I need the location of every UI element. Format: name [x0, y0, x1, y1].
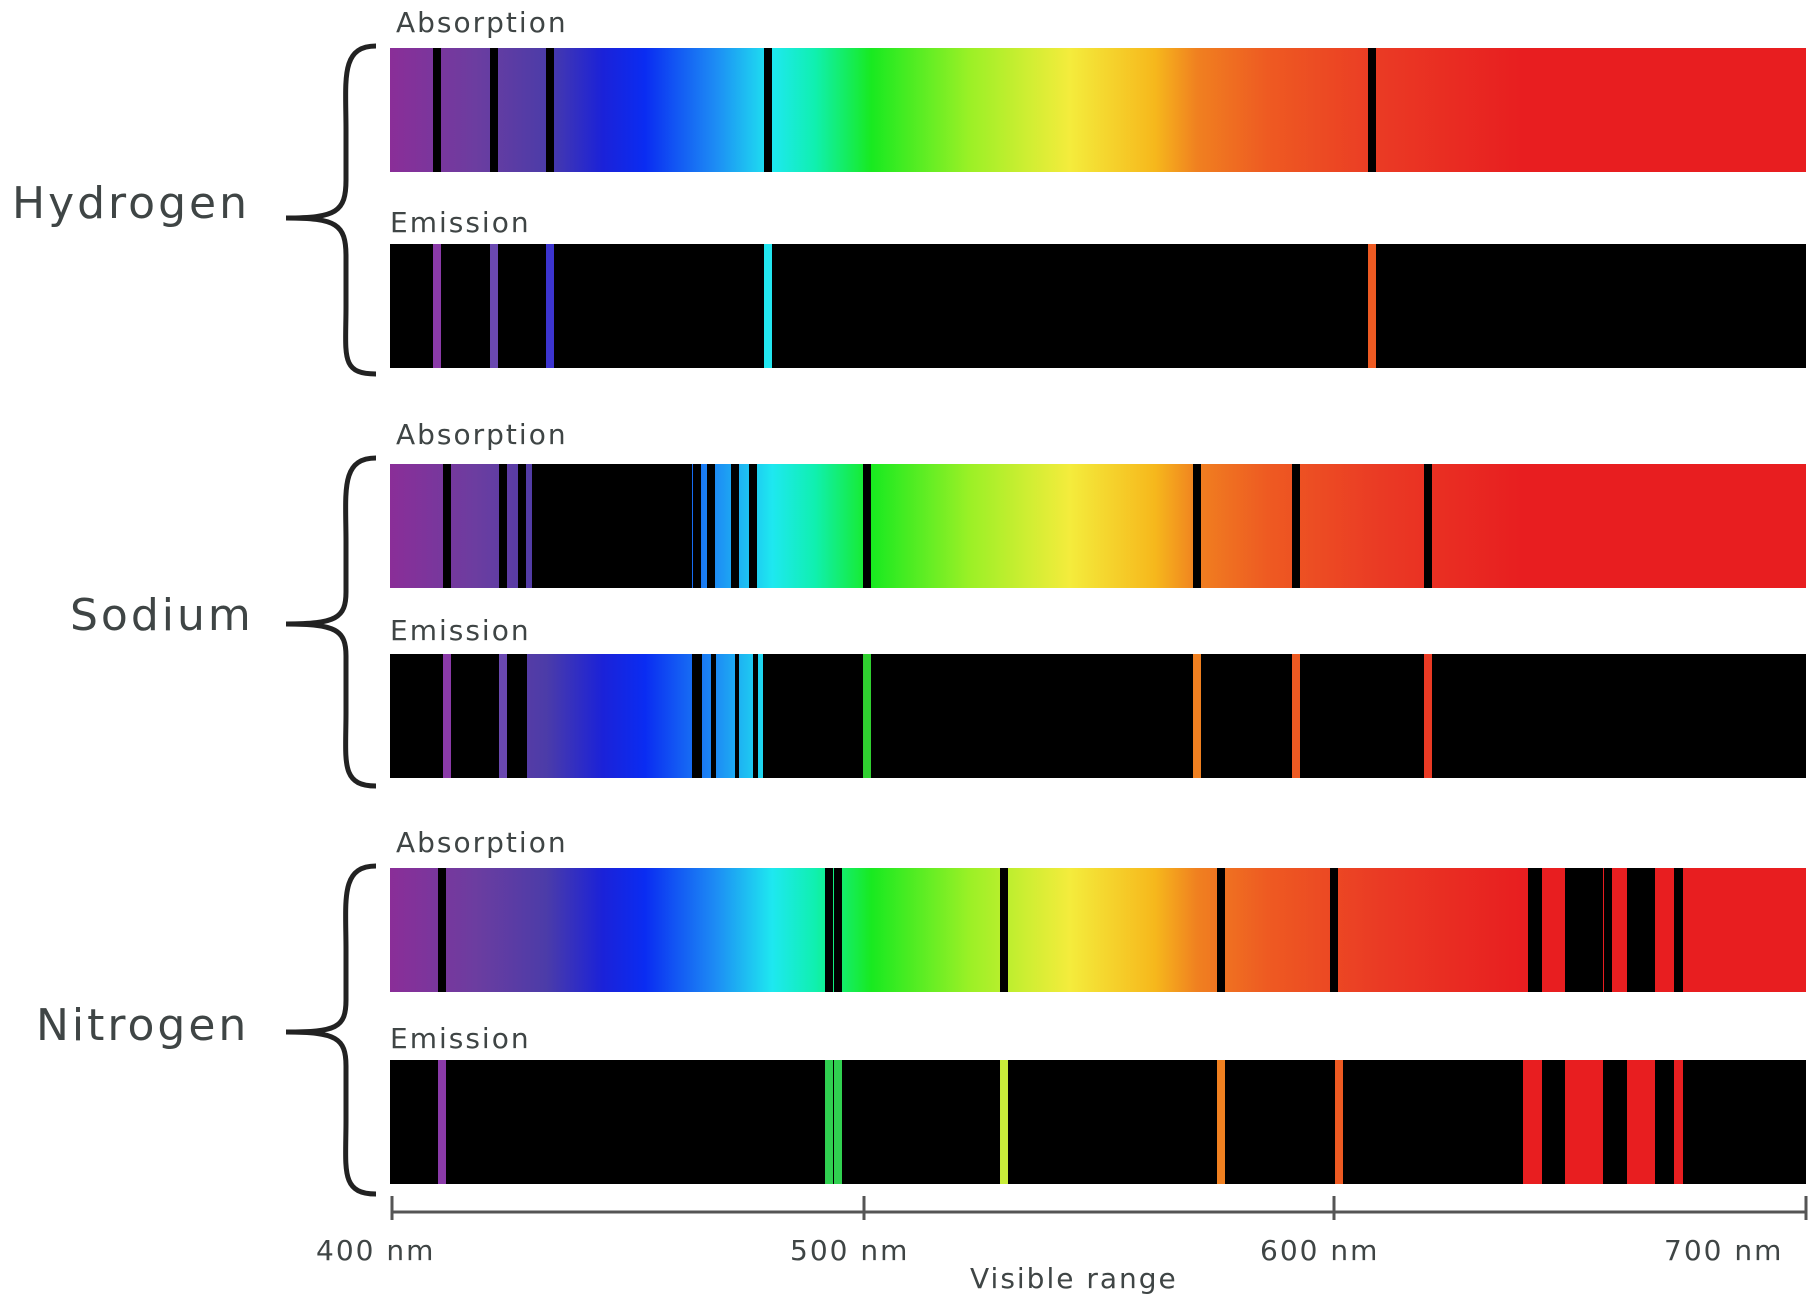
- emission-line-sodium: [442, 654, 451, 778]
- absorption-line-hydrogen: [489, 48, 498, 172]
- absorption-line-nitrogen: [1528, 868, 1537, 992]
- emission-line-hydrogen: [433, 244, 442, 368]
- tick-label-700: 700 nm: [1664, 1234, 1784, 1267]
- emission-line-nitrogen: [824, 1060, 833, 1184]
- absorption-line-sodium: [518, 464, 527, 588]
- tick-label-400: 400 nm: [316, 1234, 436, 1267]
- absorption-line-hydrogen: [546, 48, 555, 172]
- absorption-label-nitrogen: Absorption: [396, 826, 568, 859]
- absorption-line-nitrogen: [437, 868, 446, 992]
- absorption-label-sodium: Absorption: [396, 418, 568, 451]
- emission-label-sodium: Emission: [390, 614, 531, 647]
- emission-line-nitrogen: [999, 1060, 1008, 1184]
- absorption-label-hydrogen: Absorption: [396, 6, 568, 39]
- absorption-line-nitrogen: [834, 868, 843, 992]
- emission-bright-range-nitrogen: [1626, 1060, 1655, 1184]
- absorption-line-sodium: [442, 464, 451, 588]
- emission-line-sodium: [499, 654, 508, 778]
- absorption-dark-range-sodium: [531, 464, 693, 588]
- absorption-line-sodium: [730, 464, 739, 588]
- absorption-dark-range-nitrogen: [1565, 868, 1604, 992]
- emission-bright-range-sodium: [758, 654, 763, 778]
- element-label-hydrogen: Hydrogen: [12, 178, 250, 229]
- absorption-line-nitrogen: [1603, 868, 1612, 992]
- brace-sodium: [285, 455, 377, 789]
- absorption-line-sodium: [1193, 464, 1202, 588]
- absorption-line-sodium: [1292, 464, 1301, 588]
- emission-line-sodium: [1193, 654, 1202, 778]
- absorption-band-sodium: [390, 464, 1806, 588]
- brace-hydrogen: [285, 43, 377, 377]
- absorption-line-sodium: [749, 464, 758, 588]
- emission-line-nitrogen: [1334, 1060, 1343, 1184]
- absorption-line-hydrogen: [1367, 48, 1376, 172]
- emission-line-hydrogen: [1367, 244, 1376, 368]
- emission-line-sodium: [1292, 654, 1301, 778]
- emission-label-nitrogen: Emission: [390, 1022, 531, 1055]
- emission-line-hydrogen: [489, 244, 498, 368]
- absorption-line-sodium: [1424, 464, 1433, 588]
- absorption-line-sodium: [862, 464, 871, 588]
- emission-band-hydrogen: [390, 244, 1806, 368]
- absorption-line-hydrogen: [433, 48, 442, 172]
- emission-bright-range-nitrogen: [1522, 1060, 1542, 1184]
- emission-band-nitrogen: [390, 1060, 1806, 1184]
- absorption-line-sodium: [692, 464, 701, 588]
- emission-bright-range-sodium: [715, 654, 735, 778]
- absorption-line-nitrogen: [1641, 868, 1650, 992]
- axis-title: Visible range: [970, 1262, 1178, 1295]
- emission-line-nitrogen: [1216, 1060, 1225, 1184]
- absorption-line-nitrogen: [999, 868, 1008, 992]
- brace-nitrogen: [285, 863, 377, 1197]
- absorption-line-nitrogen: [1329, 868, 1338, 992]
- emission-line-nitrogen: [1674, 1060, 1683, 1184]
- element-label-nitrogen: Nitrogen: [36, 1000, 250, 1051]
- emission-bright-range-nitrogen: [1565, 1060, 1604, 1184]
- emission-line-sodium: [1424, 654, 1433, 778]
- absorption-band-nitrogen: [390, 868, 1806, 992]
- element-label-sodium: Sodium: [70, 590, 254, 641]
- absorption-line-sodium: [499, 464, 508, 588]
- absorption-line-nitrogen: [824, 868, 833, 992]
- emission-bright-range-sodium: [701, 654, 711, 778]
- absorption-band-hydrogen: [390, 48, 1806, 172]
- tick-label-600: 600 nm: [1260, 1234, 1380, 1267]
- absorption-line-sodium: [706, 464, 715, 588]
- emission-label-hydrogen: Emission: [390, 206, 531, 239]
- absorption-line-hydrogen: [763, 48, 772, 172]
- emission-line-hydrogen: [546, 244, 555, 368]
- tick-label-500: 500 nm: [790, 1234, 910, 1267]
- emission-bright-range-sodium: [739, 654, 754, 778]
- absorption-dark-range-nitrogen: [1626, 868, 1655, 992]
- emission-bright-range-sodium: [526, 654, 693, 778]
- absorption-line-nitrogen: [1216, 868, 1225, 992]
- emission-line-hydrogen: [763, 244, 772, 368]
- emission-line-sodium: [862, 654, 871, 778]
- emission-line-nitrogen: [834, 1060, 843, 1184]
- emission-line-nitrogen: [437, 1060, 446, 1184]
- emission-band-sodium: [390, 654, 1806, 778]
- absorption-line-nitrogen: [1674, 868, 1683, 992]
